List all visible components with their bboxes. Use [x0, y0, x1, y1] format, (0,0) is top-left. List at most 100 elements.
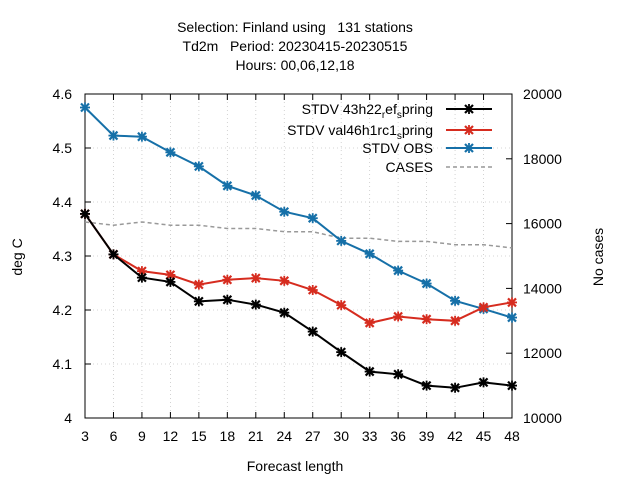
chart-title-line: Selection: Finland using 131 stations [177, 19, 413, 35]
data-point [279, 275, 290, 286]
legend-marker [464, 125, 474, 135]
data-point [336, 235, 347, 246]
series-lines [80, 102, 517, 393]
data-point [250, 299, 261, 310]
legend-label-part: r [382, 110, 386, 121]
x-tick-label: 36 [390, 428, 406, 444]
x-tick-label: 21 [248, 428, 264, 444]
data-point [307, 326, 318, 337]
x-tick-label: 39 [419, 428, 435, 444]
x-axis-ticks: 3 6 9 12 15 18 21 24 27 30 33 36 39 42 45 48 [81, 94, 520, 444]
y-tick-label: 4.1 [53, 356, 73, 372]
data-point [478, 377, 489, 388]
data-point [108, 130, 119, 141]
legend-label: STDV val46h1rc1spring [287, 122, 433, 142]
data-point [336, 347, 347, 358]
chart-title-line: Hours: 00,06,12,18 [235, 57, 354, 73]
data-point [450, 382, 461, 393]
data-point [136, 272, 147, 283]
series-line [84, 221, 513, 249]
legend-label-part: STDV 43h22 [302, 101, 382, 117]
y2-tick-label: 12000 [523, 345, 562, 361]
series-3 [84, 221, 513, 249]
x-tick-label: 30 [333, 428, 349, 444]
data-point [507, 312, 517, 323]
y2-tick-label: 18000 [523, 151, 562, 167]
data-point [250, 190, 261, 201]
x-tick-label: 45 [476, 428, 492, 444]
data-point [307, 213, 318, 224]
legend-label: CASES [386, 159, 433, 175]
y-tick-label: 4.2 [53, 302, 73, 318]
y-tick-label: 4.5 [53, 140, 73, 156]
data-point [336, 300, 347, 311]
y-tick-label: 4.3 [53, 248, 73, 264]
data-point [193, 279, 204, 290]
series-line [84, 106, 513, 319]
legend-label: STDV OBS [362, 140, 433, 156]
x-tick-label: 9 [138, 428, 146, 444]
legend-label-part: pring [402, 101, 433, 117]
data-point [507, 380, 517, 391]
x-tick-label: 3 [81, 428, 89, 444]
y-tick-label: 4.6 [53, 86, 73, 102]
data-point [478, 302, 489, 313]
data-point [136, 131, 147, 142]
x-tick-label: 33 [362, 428, 378, 444]
data-point [222, 274, 233, 285]
x-tick-label: 12 [163, 428, 179, 444]
x-tick-label: 48 [504, 428, 520, 444]
data-point [421, 278, 432, 289]
x-tick-label: 18 [220, 428, 236, 444]
y-tick-label: 4.4 [53, 194, 73, 210]
legend-marker [464, 104, 474, 114]
x-tick-label: 15 [191, 428, 207, 444]
series-0 [80, 208, 517, 393]
y2-tick-label: 20000 [523, 86, 562, 102]
data-point [507, 297, 517, 308]
legend-marker [464, 143, 474, 153]
y-tick-label: 4 [64, 410, 72, 426]
x-tick-label: 42 [447, 428, 463, 444]
y2-tick-label: 16000 [523, 216, 562, 232]
y2-tick-label: 14000 [523, 280, 562, 296]
data-point [364, 317, 375, 328]
x-axis-label: Forecast length [247, 458, 344, 474]
chart-title: Selection: Finland using 131 stations Td2… [177, 19, 413, 73]
series-line [84, 213, 513, 325]
data-point [307, 285, 318, 296]
data-point [279, 206, 290, 217]
data-point [80, 102, 90, 113]
data-point [450, 295, 461, 306]
data-point [364, 366, 375, 377]
y-axis-label: deg C [9, 238, 25, 275]
legend-label: STDV 43h22refspring [302, 101, 433, 121]
y-axis-ticks: 4 4.1 4.2 4.3 4.4 4.5 4.6 [53, 86, 91, 426]
data-point [364, 248, 375, 259]
y2-axis-ticks: 10000 12000 14000 16000 18000 20000 [506, 86, 562, 426]
legend-label-part: s [397, 110, 402, 121]
x-tick-label: 27 [305, 428, 321, 444]
data-point [421, 380, 432, 391]
legend-label-part: pring [402, 122, 433, 138]
data-point [393, 311, 404, 322]
data-point [108, 249, 119, 260]
data-point [193, 296, 204, 307]
legend-label-part: s [397, 131, 402, 142]
data-point [80, 208, 90, 219]
series-line [84, 213, 513, 389]
data-point [165, 276, 176, 287]
legend-label-part: ef [385, 101, 397, 117]
data-point [421, 314, 432, 325]
data-point [250, 273, 261, 284]
data-point [279, 307, 290, 318]
y2-axis-label: No cases [590, 228, 606, 286]
x-tick-label: 24 [276, 428, 292, 444]
data-point [165, 147, 176, 158]
data-point [393, 265, 404, 276]
series-2 [80, 102, 517, 323]
data-point [222, 180, 233, 191]
data-point [193, 161, 204, 172]
